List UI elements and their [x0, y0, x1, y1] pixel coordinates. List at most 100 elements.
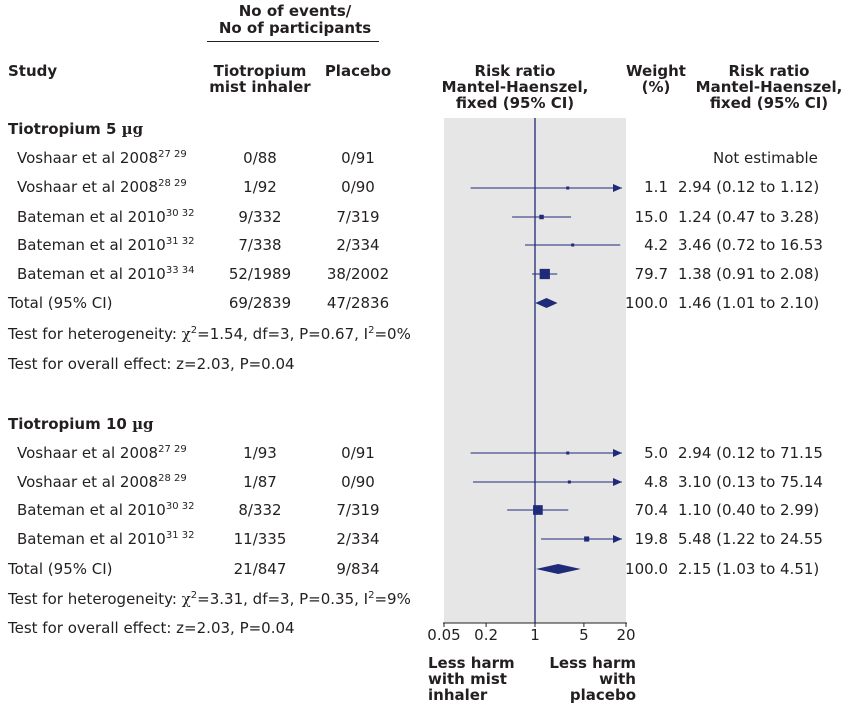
- study-weight: 19.8: [634, 530, 668, 548]
- study-rr-ci: 1.38 (0.91 to 2.08): [678, 265, 820, 283]
- weight-header-line1: Weight: [626, 62, 686, 80]
- rr-column-header-line2: Mantel-Haenszel,: [695, 78, 843, 96]
- study-weight: 4.8: [644, 473, 668, 491]
- placebo-events: 0/91: [341, 444, 375, 462]
- study-weight: 1.1: [644, 178, 668, 196]
- study-weight: 15.0: [634, 208, 668, 226]
- ci-arrow: [613, 449, 622, 457]
- study-name: Bateman et al 201033 34: [17, 265, 195, 283]
- placebo-column-header: Placebo: [324, 62, 392, 80]
- tio-events: 0/88: [243, 149, 277, 167]
- total-label: Total (95% CI): [8, 294, 113, 312]
- study-rr-ci: 5.48 (1.22 to 24.55: [678, 530, 823, 548]
- tio-events: 11/335: [233, 530, 287, 548]
- pooled-estimate-diamond: [535, 298, 558, 308]
- study-weight: 5.0: [644, 444, 668, 462]
- favours-left-line3: inhaler: [428, 686, 488, 704]
- overall-effect-test: Test for overall effect: z=2.03, P=0.04: [8, 355, 295, 373]
- rr-column-header-line3: fixed (95% CI): [709, 94, 829, 112]
- study-weight: 70.4: [634, 501, 668, 519]
- weight-header-line2: (%): [641, 78, 671, 96]
- favours-left-line2: with mist: [428, 670, 507, 688]
- tio-events: 1/92: [243, 178, 277, 196]
- tio-total: 21/847: [233, 560, 287, 578]
- point-estimate-marker: [584, 536, 590, 542]
- placebo-events: 2/334: [336, 236, 380, 254]
- placebo-events: 38/2002: [326, 265, 390, 283]
- study-name: Bateman et al 201031 32: [17, 236, 195, 254]
- study-rr-ci: 3.10 (0.13 to 75.14: [678, 473, 823, 491]
- x-axis-tick-label: 5: [579, 626, 589, 644]
- tio-events: 1/93: [243, 444, 277, 462]
- total-weight: 100.0: [625, 560, 668, 578]
- study-rr-ci: 2.94 (0.12 to 71.15: [678, 444, 823, 462]
- group-title-5ug: Tiotropium 5 µg: [8, 120, 144, 138]
- favours-right-line3: placebo: [569, 686, 636, 704]
- study-name: Bateman et al 201031 32: [17, 530, 195, 548]
- total-rr-ci: 1.46 (1.01 to 2.10): [678, 294, 820, 312]
- study-name: Voshaar et al 200827 29: [17, 149, 187, 167]
- point-estimate-marker: [539, 214, 544, 220]
- study-name: Voshaar et al 200828 29: [17, 473, 187, 491]
- tio-events: 52/1989: [228, 265, 292, 283]
- pooled-estimate-diamond: [535, 564, 581, 574]
- rr-plot-header-line1: Risk ratio: [474, 62, 556, 80]
- tio-total: 69/2839: [228, 294, 292, 312]
- ci-arrow: [613, 535, 622, 543]
- placebo-events: 2/334: [336, 530, 380, 548]
- ci-arrow: [613, 184, 622, 192]
- tio-events: 7/338: [238, 236, 282, 254]
- study-name: Bateman et al 201030 32: [17, 501, 195, 519]
- placebo-total: 9/834: [336, 560, 380, 578]
- ci-arrow: [613, 478, 622, 486]
- study-weight: 4.2: [644, 236, 668, 254]
- point-estimate-marker: [539, 268, 550, 280]
- study-rr-ci: 1.24 (0.47 to 3.28): [678, 208, 820, 226]
- study-weight: 79.7: [634, 265, 668, 283]
- tio-events: 9/332: [238, 208, 282, 226]
- favours-left-line1: Less harm: [428, 654, 515, 672]
- tio-events: 8/332: [238, 501, 282, 519]
- x-axis-tick-label: 0.2: [474, 626, 498, 644]
- tio-events: 1/87: [243, 473, 277, 491]
- point-estimate-marker: [566, 186, 570, 190]
- rr-plot-header-line3: fixed (95% CI): [455, 94, 575, 112]
- study-rr-ci: 2.94 (0.12 to 1.12): [678, 178, 820, 196]
- placebo-events: 7/319: [336, 501, 380, 519]
- events-header-line1: No of events/: [238, 2, 352, 20]
- x-axis-tick-label: 0.05: [427, 626, 460, 644]
- total-weight: 100.0: [625, 294, 668, 312]
- study-name: Voshaar et al 200827 29: [17, 444, 187, 462]
- favours-right-line1: Less harm: [549, 654, 636, 672]
- placebo-events: 0/91: [341, 149, 375, 167]
- placebo-events: 7/319: [336, 208, 380, 226]
- tio-column-header-line2: mist inhaler: [209, 78, 311, 96]
- study-name: Voshaar et al 200828 29: [17, 178, 187, 196]
- study-rr-ci: Not estimable: [713, 149, 818, 167]
- group-title-10ug: Tiotropium 10 µg: [8, 415, 154, 433]
- total-rr-ci: 2.15 (1.03 to 4.51): [678, 560, 820, 578]
- heterogeneity-test: Test for heterogeneity: χ2=3.31, df=3, P…: [8, 590, 411, 608]
- favours-right-line2: with: [599, 670, 636, 688]
- tio-column-header-line1: Tiotropium: [213, 62, 307, 80]
- study-rr-ci: 1.10 (0.40 to 2.99): [678, 501, 820, 519]
- study-name: Bateman et al 201030 32: [17, 208, 195, 226]
- point-estimate-marker: [566, 451, 570, 455]
- events-header-line2: No of participants: [218, 19, 372, 37]
- overall-effect-test: Test for overall effect: z=2.03, P=0.04: [8, 619, 295, 637]
- placebo-events: 0/90: [341, 178, 375, 196]
- events-header-rule: [207, 41, 379, 42]
- study-column-header: Study: [8, 62, 58, 80]
- rr-plot-header-line2: Mantel-Haenszel,: [441, 78, 589, 96]
- point-estimate-marker: [571, 243, 575, 247]
- rr-column-header-line1: Risk ratio: [728, 62, 810, 80]
- study-rr-ci: 3.46 (0.72 to 16.53: [678, 236, 823, 254]
- placebo-events: 0/90: [341, 473, 375, 491]
- x-axis-tick-label: 20: [616, 626, 635, 644]
- x-axis-tick-label: 1: [530, 626, 540, 644]
- point-estimate-marker: [533, 505, 543, 515]
- placebo-total: 47/2836: [326, 294, 390, 312]
- total-label: Total (95% CI): [8, 560, 113, 578]
- heterogeneity-test: Test for heterogeneity: χ2=1.54, df=3, P…: [8, 325, 411, 343]
